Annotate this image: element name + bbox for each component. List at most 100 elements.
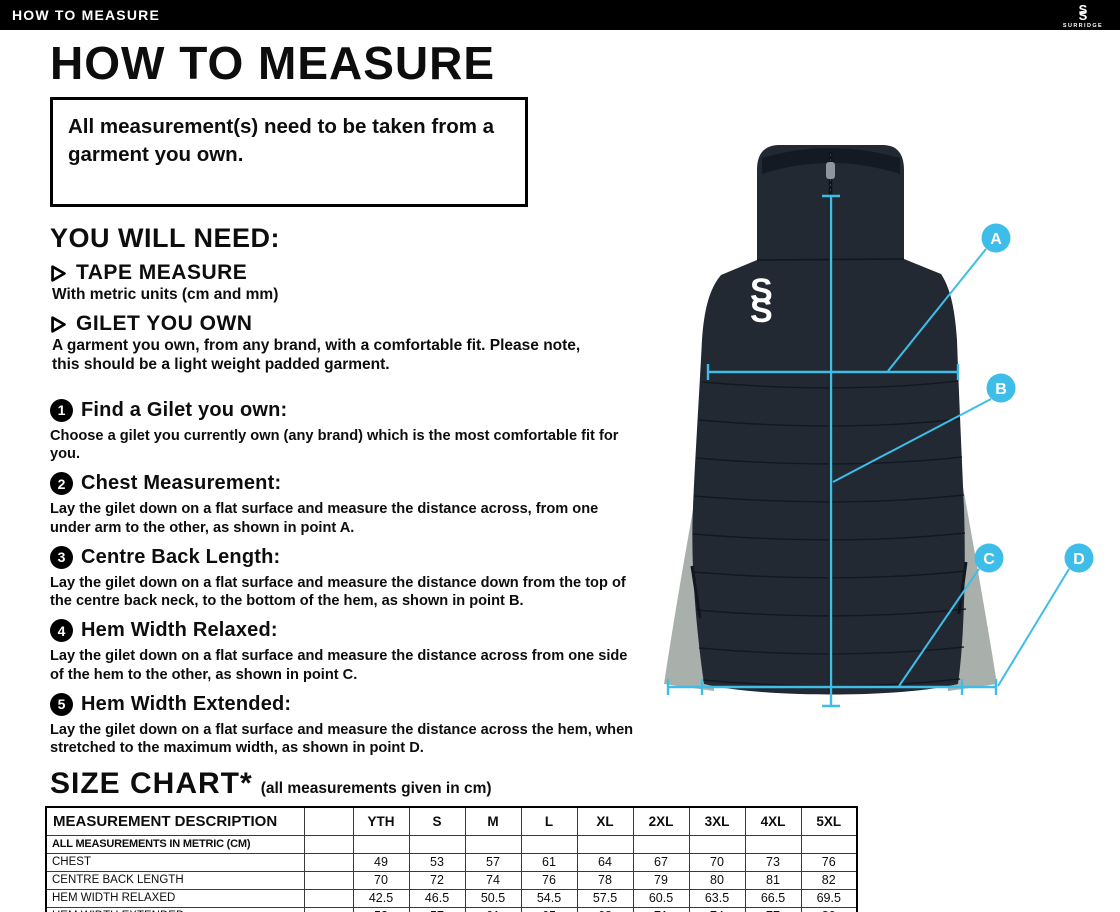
- step-description: Choose a gilet you currently own (any br…: [50, 427, 619, 463]
- step-number-badge: 3: [50, 545, 73, 569]
- measure-step: 5 Hem Width Extended: Lay the gilet down…: [50, 692, 633, 757]
- row-label-cell: CHEST: [45, 852, 305, 872]
- page-title: HOW TO MEASURE: [50, 37, 496, 89]
- measure-step: 3 Centre Back Length: Lay the gilet down…: [50, 545, 626, 610]
- step-description: Lay the gilet down on a flat surface and…: [50, 574, 626, 610]
- value-cell: 74: [688, 906, 746, 912]
- empty-cell: [744, 834, 802, 854]
- col-header-size: YTH: [352, 806, 410, 836]
- measure-badge-B: B: [986, 373, 1016, 403]
- zipper-pull: [826, 162, 835, 179]
- value-cell: 69.5: [800, 888, 858, 908]
- value-cell: 60.5: [632, 888, 690, 908]
- value-cell: 57.5: [576, 888, 634, 908]
- table-row: CHEST 49 53 57 61 64 67 70 73 76: [45, 852, 858, 872]
- empty-cell: [520, 834, 578, 854]
- brand-name: SURRIDGE: [1063, 23, 1103, 28]
- top-bar: HOW TO MEASURE S S SURRIDGE: [0, 0, 1120, 30]
- table-row: HEM WIDTH EXTENDED 535761656871747780: [45, 906, 858, 912]
- gilet-quilt-seams: [692, 380, 967, 687]
- measure-badge-C: C: [974, 543, 1004, 573]
- chest-logo-icon: S S: [750, 272, 773, 330]
- step-number-badge: 2: [50, 472, 73, 496]
- table-row: HEM WIDTH RELAXED 42.5 46.5 50.5 54.5 57.5 60.…: [45, 888, 858, 908]
- col-header-size: L: [520, 806, 578, 836]
- step-description: Lay the gilet down on a flat surface and…: [50, 501, 599, 536]
- pointer-line-B: [832, 398, 992, 483]
- svg-text:S: S: [750, 292, 773, 330]
- logo-letter-2: S: [1079, 8, 1088, 23]
- value-cell: 57: [464, 852, 522, 872]
- need-item-title: TAPE MEASURE: [76, 261, 248, 285]
- value-cell: 70: [688, 852, 746, 872]
- measure-line-centre-back-B: [822, 194, 840, 708]
- col-header-size: 5XL: [800, 806, 858, 836]
- col-header-size: XL: [576, 806, 634, 836]
- value-cell: 76: [520, 870, 578, 890]
- size-chart-title: SIZE CHART*: [50, 767, 253, 801]
- empty-cell: [303, 906, 354, 912]
- play-triangle-icon: [51, 315, 66, 333]
- value-cell: 42.5: [352, 888, 410, 908]
- value-cell: 54.5: [520, 888, 578, 908]
- notice-box: All measurement(s) need to be taken from…: [50, 96, 528, 208]
- measure-step: 4 Hem Width Relaxed: Lay the gilet down …: [50, 619, 627, 683]
- value-cell: 81: [744, 870, 802, 890]
- step-title: Hem Width Relaxed:: [81, 619, 278, 642]
- step-description: Lay the gilet down on a flat surface and…: [50, 721, 634, 757]
- need-item-description: A garment you own, from any brand, with …: [52, 337, 581, 374]
- empty-cell: [352, 834, 410, 854]
- gilet-body: [692, 145, 965, 695]
- empty-cell: [632, 834, 690, 854]
- value-cell: 79: [632, 870, 690, 890]
- measure-step: 1 Find a Gilet you own: Choose a gilet y…: [50, 398, 618, 463]
- col-header-size: 2XL: [632, 806, 690, 836]
- pocket-zip-left: [690, 565, 702, 619]
- col-header-spacer: [303, 806, 354, 836]
- empty-cell: [303, 834, 354, 854]
- value-cell: 76: [800, 852, 858, 872]
- step-title: Chest Measurement:: [81, 472, 282, 495]
- need-item-description: With metric units (cm and mm): [52, 286, 279, 304]
- step-number-badge: 4: [50, 619, 73, 643]
- size-chart-subtitle: (all measurements given in cm): [260, 780, 492, 798]
- pointer-line-C: [898, 568, 980, 687]
- step-description: Lay the gilet down on a flat surface and…: [50, 648, 628, 683]
- size-chart-section: SIZE CHART* (all measurements given in c…: [0, 767, 1120, 912]
- size-chart-table: MEASUREMENT DESCRIPTION YTH S M L XL 2XL 3XL 4XL…: [45, 806, 858, 912]
- you-will-need-item: TAPE MEASURE With metric units (cm and m…: [50, 261, 610, 305]
- pointer-line-D: [997, 568, 1070, 687]
- value-cell: 67: [632, 852, 690, 872]
- play-triangle-icon: [51, 265, 66, 282]
- top-bar-title: HOW TO MEASURE: [12, 7, 160, 23]
- svg-text:D: D: [1073, 551, 1085, 568]
- value-cell: 66.5: [744, 888, 802, 908]
- col-header-size: 4XL: [744, 806, 802, 836]
- svg-text:S: S: [750, 272, 773, 310]
- value-cell: 82: [800, 870, 858, 890]
- you-will-need-item: GILET YOU OWN A garment you own, from an…: [50, 312, 610, 375]
- value-cell: 70: [352, 870, 410, 890]
- value-cell: 68: [576, 906, 634, 912]
- value-cell: 49: [352, 852, 410, 872]
- col-header-description: MEASUREMENT DESCRIPTION: [45, 806, 305, 836]
- step-number-badge: 1: [50, 398, 73, 422]
- value-cell: 73: [744, 852, 802, 872]
- col-header-size: 3XL: [688, 806, 746, 836]
- metric-note-cell: ALL MEASUREMENTS IN METRIC (CM): [45, 834, 305, 854]
- value-cell: 72: [408, 870, 466, 890]
- value-cell: 64: [576, 852, 634, 872]
- instructions-column: HOW TO MEASURE All measurement(s) need t…: [0, 30, 633, 757]
- you-will-need-list: TAPE MEASURE With metric units (cm and m…: [50, 261, 610, 375]
- brand-logo: S S SURRIDGE: [1060, 2, 1106, 28]
- empty-cell: [303, 888, 354, 908]
- need-item-title: GILET YOU OWN: [76, 312, 253, 336]
- measure-line-chest-A: [706, 364, 960, 380]
- row-label-cell: CENTRE BACK LENGTH: [45, 870, 305, 890]
- empty-cell: [800, 834, 858, 854]
- steps-list: 1 Find a Gilet you own: Choose a gilet y…: [50, 398, 633, 757]
- step-title: Find a Gilet you own:: [81, 398, 288, 421]
- value-cell: 46.5: [408, 888, 466, 908]
- svg-text:A: A: [990, 231, 1002, 248]
- value-cell: 61: [464, 906, 522, 912]
